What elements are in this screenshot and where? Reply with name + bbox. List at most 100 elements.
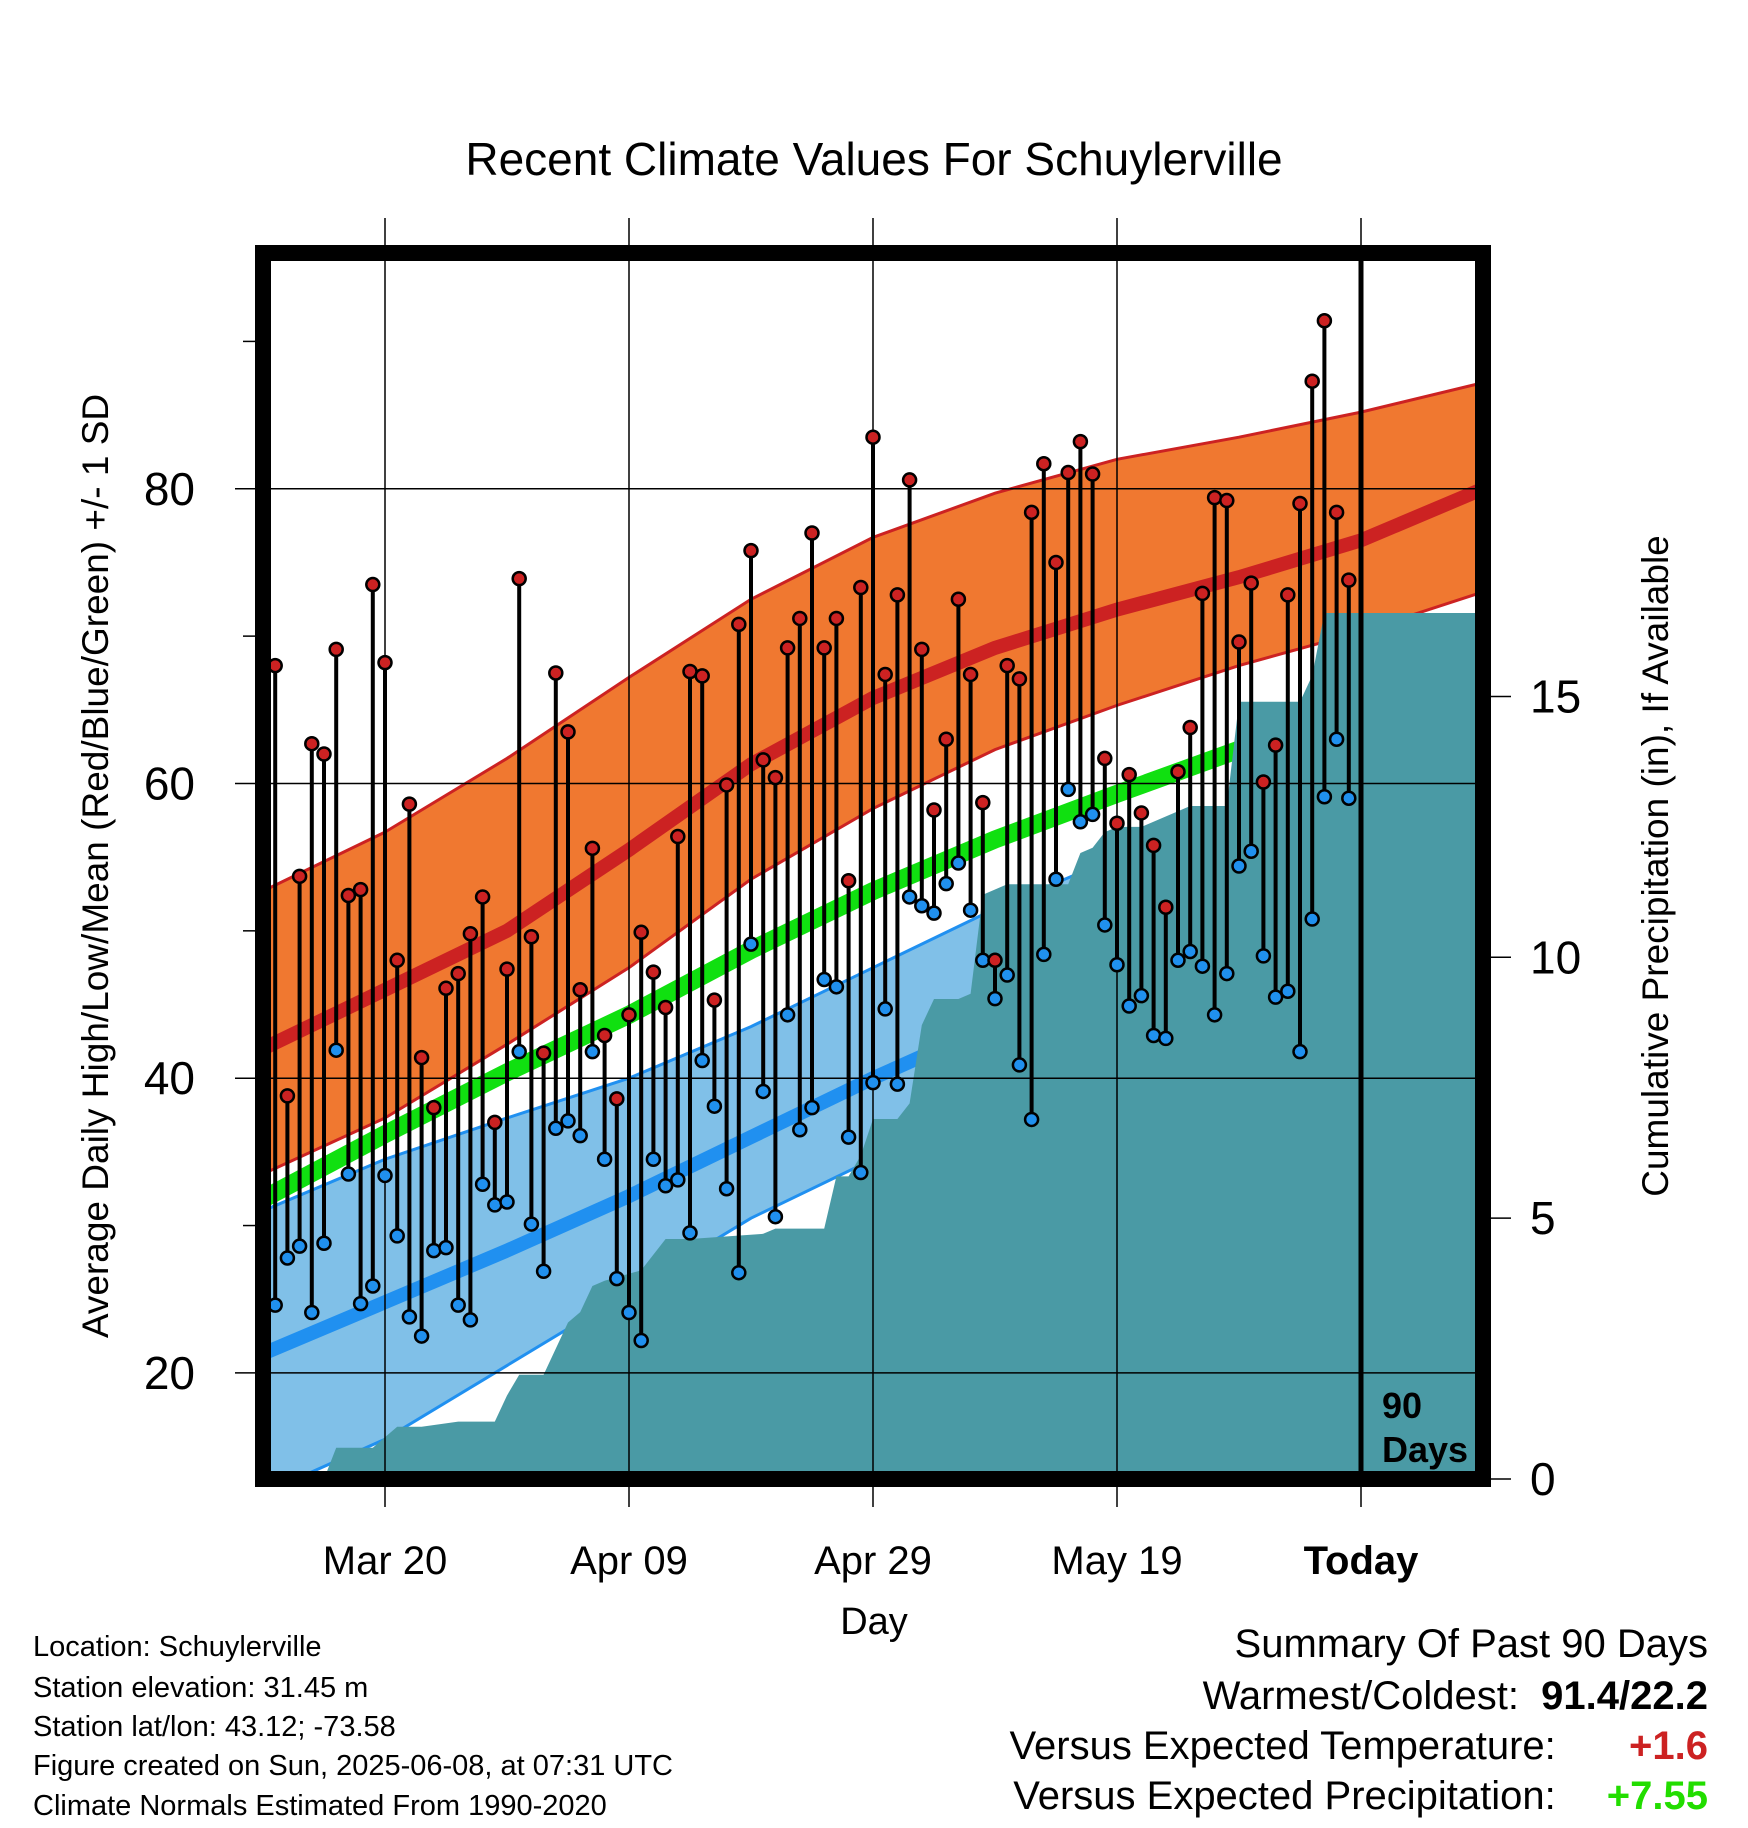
low-point <box>304 1304 320 1321</box>
high-point <box>657 999 674 1016</box>
low-point <box>670 1172 686 1188</box>
high-point <box>1011 671 1028 687</box>
x-tick-label: Mar 20 <box>323 1539 448 1583</box>
latlon-text: Station lat/lon: 43.12; -73.58 <box>33 1711 396 1743</box>
low-point <box>291 1238 308 1254</box>
low-point <box>877 1001 893 1017</box>
chart-title: Recent Climate Values For Schuylerville <box>465 133 1282 185</box>
low-point <box>816 971 832 988</box>
high-point <box>804 525 820 541</box>
high-point <box>511 570 527 587</box>
high-point <box>840 872 857 889</box>
high-point <box>962 666 979 683</box>
low-point <box>792 1122 808 1138</box>
low-point <box>1072 814 1089 830</box>
low-point <box>682 1225 698 1241</box>
high-point <box>889 587 906 603</box>
low-point <box>572 1127 588 1144</box>
high-point <box>1292 495 1308 512</box>
precipitation-value: +7.55 <box>1606 1774 1708 1818</box>
low-point <box>1048 871 1064 888</box>
low-point <box>609 1270 625 1287</box>
low-point <box>926 905 942 921</box>
low-point <box>511 1043 527 1060</box>
low-point <box>950 855 967 871</box>
low-point <box>1109 956 1125 973</box>
high-point <box>901 472 918 488</box>
low-point <box>1328 731 1345 748</box>
high-point <box>779 640 796 656</box>
high-point <box>718 777 735 793</box>
high-point <box>535 1045 552 1061</box>
high-point <box>450 965 466 982</box>
high-point <box>389 952 405 969</box>
high-point <box>877 666 893 683</box>
low-point <box>499 1194 515 1210</box>
low-point <box>340 1166 357 1182</box>
low-point <box>487 1197 503 1213</box>
high-point <box>767 769 784 786</box>
high-point <box>975 794 991 811</box>
low-point <box>450 1297 466 1313</box>
high-point <box>1084 466 1101 482</box>
high-point <box>474 889 491 905</box>
low-point <box>1219 965 1235 982</box>
low-point <box>645 1151 662 1167</box>
low-point <box>1011 1057 1028 1073</box>
low-point <box>865 1074 881 1091</box>
high-point <box>670 828 686 845</box>
high-point <box>1341 572 1357 588</box>
high-point <box>340 887 357 904</box>
low-point <box>706 1098 723 1114</box>
warmest-coldest-label: Warmest/Coldest: <box>1202 1674 1519 1718</box>
high-point <box>316 746 332 762</box>
low-point <box>804 1099 820 1116</box>
high-point <box>523 928 540 945</box>
low-point <box>718 1180 735 1197</box>
precipitation-label: Versus Expected Precipitation: <box>1013 1774 1556 1818</box>
high-point <box>365 576 381 593</box>
high-point <box>1255 774 1272 790</box>
high-point <box>853 579 869 596</box>
low-point <box>743 936 759 952</box>
today-days-label: 90 <box>1382 1385 1422 1426</box>
low-point <box>535 1263 552 1279</box>
high-point <box>731 616 747 633</box>
elevation-text: Station elevation: 31.45 m <box>33 1672 369 1704</box>
low-point <box>1036 946 1052 963</box>
high-point <box>1328 504 1345 521</box>
low-point <box>413 1328 430 1344</box>
low-point <box>352 1295 369 1312</box>
low-point <box>621 1304 637 1321</box>
high-point <box>438 980 454 997</box>
low-point <box>999 967 1015 983</box>
high-point <box>377 654 393 671</box>
high-point <box>426 1099 442 1116</box>
low-point <box>279 1250 296 1266</box>
high-point <box>1158 899 1174 916</box>
high-point <box>548 665 564 681</box>
low-point <box>548 1120 564 1137</box>
low-point <box>438 1239 454 1256</box>
low-point <box>377 1167 393 1184</box>
low-point <box>596 1151 613 1167</box>
y2-axis-label: Cumulative Precipitation (in), If Availa… <box>1635 535 1676 1197</box>
x-axis-label: Day <box>840 1601 908 1643</box>
low-point <box>1182 943 1198 960</box>
y-tick-label: 40 <box>144 1052 195 1104</box>
low-point <box>1304 911 1320 927</box>
high-point <box>291 868 308 885</box>
low-point <box>584 1043 601 1060</box>
high-point <box>1170 763 1186 780</box>
y-axis-label: Average Daily High/Low/Mean (Red/Blue/Gr… <box>75 394 116 1338</box>
high-point <box>1145 837 1162 854</box>
high-point <box>279 1088 296 1104</box>
x-tick-label: Apr 09 <box>570 1539 688 1583</box>
low-point <box>389 1228 405 1244</box>
low-point <box>987 990 1003 1007</box>
low-point <box>1206 1007 1223 1023</box>
low-point <box>1231 858 1247 874</box>
low-point <box>901 889 918 905</box>
high-point <box>914 641 930 658</box>
